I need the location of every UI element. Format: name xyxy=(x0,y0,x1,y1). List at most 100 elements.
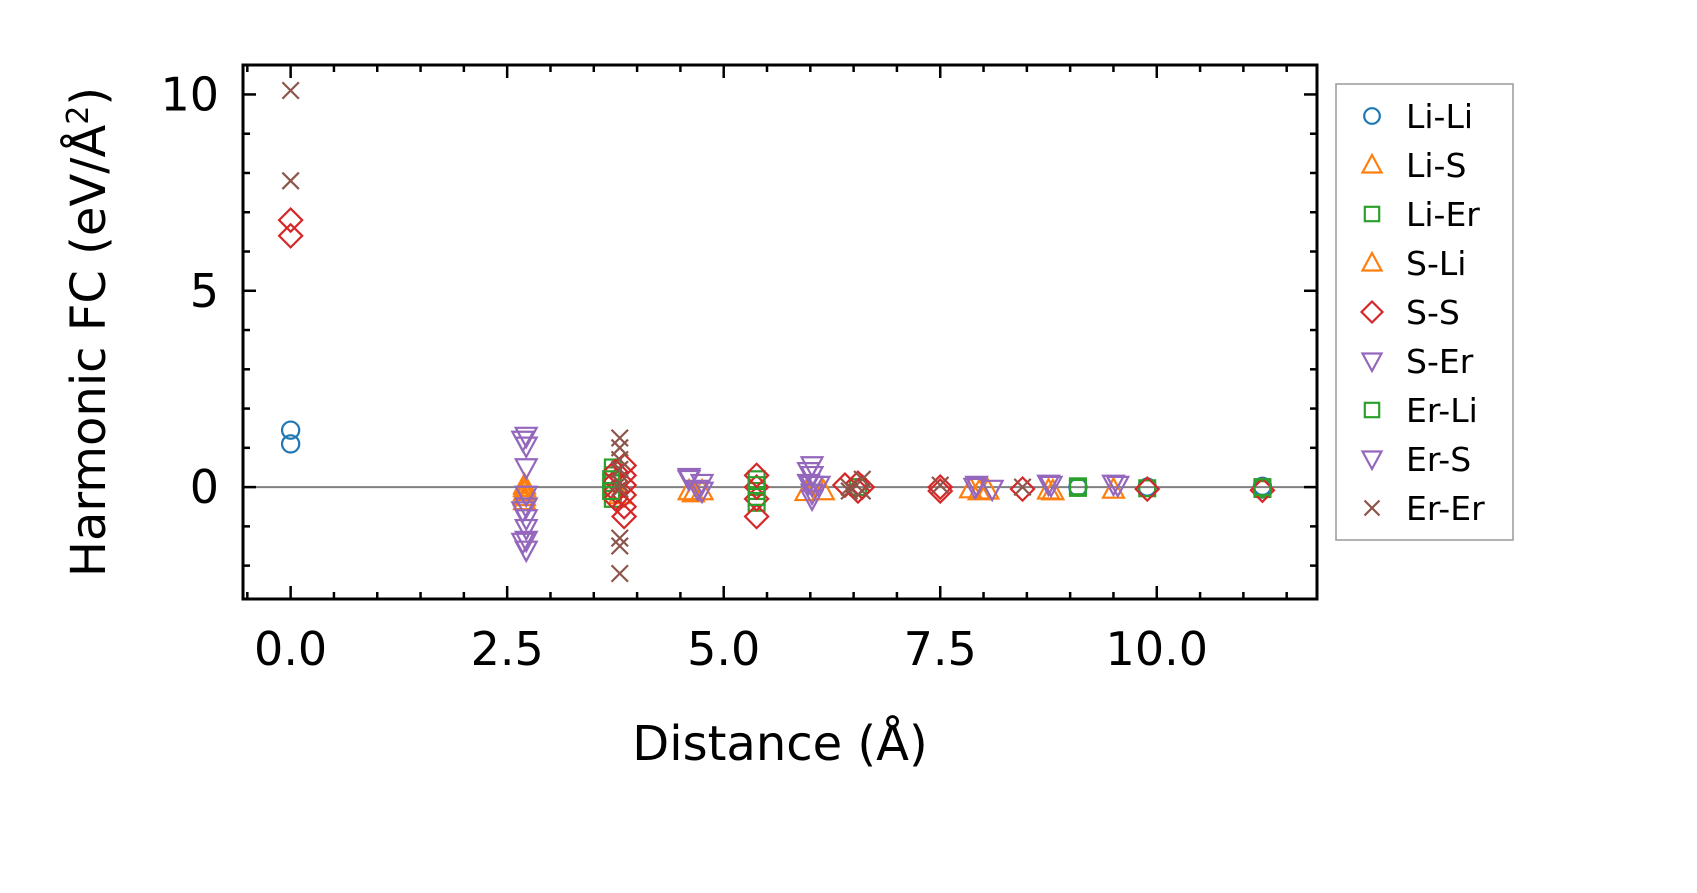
legend-label: Li-S xyxy=(1406,146,1466,185)
series-er-er xyxy=(281,81,1032,583)
data-point xyxy=(610,503,638,530)
data-point xyxy=(840,478,859,497)
y-tick-label: 5 xyxy=(190,264,219,318)
data-point xyxy=(513,497,539,521)
y-axis-label-main: Harmonic FC (eV/Å xyxy=(60,125,117,578)
legend: Li-Li Li-S Li-Er S-Li S-S S-Er Er-Li Er-S Er-Er xyxy=(1335,83,1514,541)
data-point xyxy=(681,479,706,503)
series-er-s xyxy=(510,430,1126,556)
data-point xyxy=(743,503,770,530)
legend-label: Li-Li xyxy=(1406,97,1473,136)
data-point xyxy=(510,501,536,524)
data-point xyxy=(513,485,539,509)
y-axis-label-close: ) xyxy=(61,87,117,106)
data-point xyxy=(277,206,304,234)
data-point xyxy=(796,462,821,485)
tick-labels: 0.0 2.5 5.0 7.5 10.0 0 5 10 xyxy=(160,67,1208,676)
legend-marker xyxy=(1359,299,1385,325)
data-point xyxy=(610,460,629,479)
data-point xyxy=(280,420,301,440)
data-point xyxy=(277,222,304,249)
legend-entry: Li-S xyxy=(1360,146,1466,185)
data-point xyxy=(610,493,638,520)
data-point xyxy=(610,536,629,556)
legend-entry: Li-Li xyxy=(1363,97,1473,136)
legend-entry: Er-Li xyxy=(1363,391,1478,430)
data-point xyxy=(610,564,629,583)
legend-entry: S-Er xyxy=(1360,342,1474,381)
legend-entry: Er-Er xyxy=(1363,489,1485,528)
legend-marker xyxy=(1363,401,1381,419)
data-point xyxy=(806,475,832,499)
y-axis-label: Harmonic FC (eV/Å2) xyxy=(60,87,117,577)
legend-marker xyxy=(1360,352,1384,374)
data-point xyxy=(840,481,859,501)
legend-label: Er-Er xyxy=(1406,489,1485,528)
x-tick-label: 10.0 xyxy=(1106,622,1208,676)
data-point xyxy=(689,481,715,505)
data-point xyxy=(964,475,989,499)
data-point xyxy=(610,474,629,493)
data-point xyxy=(1038,475,1064,499)
legend-label: S-S xyxy=(1406,293,1460,332)
data-point xyxy=(979,479,1005,503)
data-point xyxy=(1253,478,1272,497)
data-point xyxy=(799,489,825,513)
data-point xyxy=(610,480,629,499)
data-point xyxy=(1036,474,1061,498)
data-points xyxy=(277,81,1276,583)
legend-marker xyxy=(1363,499,1381,517)
data-point xyxy=(747,476,766,495)
x-tick-label: 5.0 xyxy=(687,622,760,676)
legend-marker xyxy=(1360,250,1384,272)
y-axis-label-superscript: 2 xyxy=(61,106,96,125)
data-point xyxy=(1068,477,1087,496)
data-point xyxy=(927,473,954,501)
data-point xyxy=(685,479,711,503)
data-point xyxy=(1013,478,1032,497)
data-point xyxy=(1138,479,1157,498)
legend-label: S-Er xyxy=(1406,342,1474,381)
data-point xyxy=(512,483,537,507)
legend-box xyxy=(1335,83,1514,541)
y-tick-label: 10 xyxy=(160,67,219,121)
data-point xyxy=(931,476,950,495)
data-point xyxy=(512,471,537,495)
data-point xyxy=(510,532,536,556)
data-point xyxy=(1101,476,1126,499)
data-point xyxy=(927,477,954,505)
data-point xyxy=(1101,474,1126,498)
legend-entry: Er-S xyxy=(1360,440,1471,479)
data-point xyxy=(1009,475,1036,503)
legend-marker xyxy=(1360,152,1384,174)
legend-marker xyxy=(1363,107,1381,125)
data-point xyxy=(512,478,537,502)
x-tick-label: 2.5 xyxy=(471,622,544,676)
data-point xyxy=(513,458,539,481)
data-point xyxy=(281,81,300,100)
data-point xyxy=(676,467,702,491)
data-point xyxy=(853,481,872,501)
data-point xyxy=(1105,475,1131,499)
x-axis-label: Distance (Å) xyxy=(632,715,927,772)
legend-entry: S-Li xyxy=(1360,244,1466,283)
legend-marker xyxy=(1363,205,1381,223)
data-point xyxy=(602,470,621,489)
x-tick-label: 0.0 xyxy=(254,622,327,676)
legend-label: Er-Li xyxy=(1406,391,1478,430)
data-point xyxy=(747,487,766,506)
x-tick-label: 7.5 xyxy=(904,622,977,676)
data-point xyxy=(510,430,536,454)
legend-entry: Li-Er xyxy=(1363,195,1480,234)
data-point xyxy=(1134,475,1161,503)
data-point xyxy=(513,518,539,542)
legend-label: Li-Er xyxy=(1406,195,1480,234)
data-point xyxy=(280,434,301,454)
legend-marker xyxy=(1360,450,1384,472)
data-point xyxy=(610,529,629,548)
axes-frame xyxy=(241,63,1319,601)
legend-label: Er-S xyxy=(1406,440,1471,479)
legend-label: S-Li xyxy=(1406,244,1466,283)
legend-entry: S-S xyxy=(1359,293,1460,332)
